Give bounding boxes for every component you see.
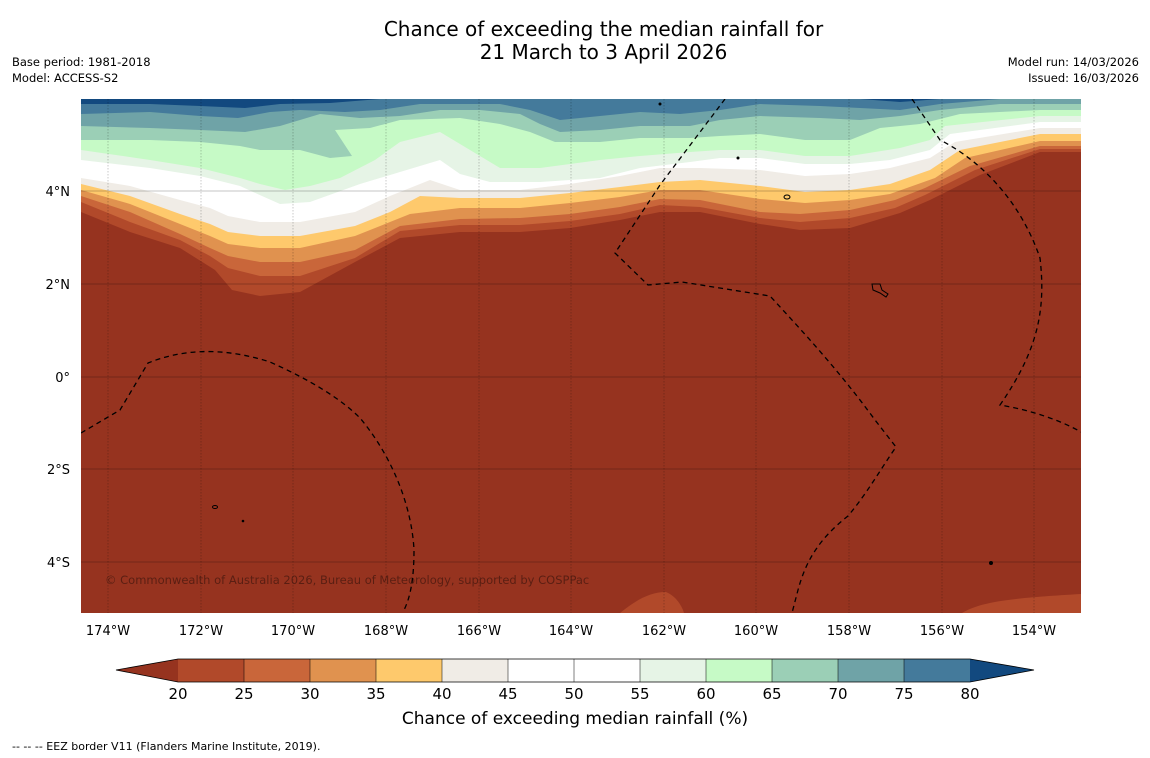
base-period-text: Base period: 1981-2018 [12,55,151,69]
colorbar-tick: 45 [498,685,517,703]
islands [212,102,993,565]
island-north [783,194,791,200]
lon-label: 160°W [734,624,778,639]
lon-label: 158°W [827,624,871,639]
colorbar-tick: 50 [564,685,583,703]
latitude-axis-labels: 4°N 2°N 0° 2°S 4°S [46,185,71,571]
colorbar-dividers [243,659,905,682]
island-east [871,283,889,298]
lon-label: 162°W [642,624,686,639]
lon-label: 174°W [86,624,130,639]
colorbar-outline [115,658,1035,683]
colorbar-tick: 80 [960,685,979,703]
meta-right: Model run: 14/03/2026 Issued: 16/03/2026 [1008,54,1139,86]
colorbar-tick: 60 [696,685,715,703]
colorbar-swatch [904,659,970,682]
colorbar-tick: 35 [366,685,385,703]
eez-border-west [81,350,415,611]
model-run-text: Model run: 14/03/2026 [1007,55,1139,69]
colorbar-tick: 75 [894,685,913,703]
colorbar-tick: 65 [762,685,781,703]
colorbar-extend-low [116,659,178,682]
colorbar-tick: 40 [432,685,451,703]
island-dot-2 [989,561,993,565]
lon-label: 172°W [179,624,223,639]
lon-label: 156°W [920,624,964,639]
lon-label: 170°W [271,624,315,639]
lat-label: 2°S [47,463,70,478]
lat-label: 0° [55,371,70,386]
map-title: Chance of exceeding the median rainfall … [0,18,1150,64]
title-line-1: Chance of exceeding the median rainfall … [383,17,824,41]
lon-label: 168°W [364,624,408,639]
lon-label: 154°W [1012,624,1056,639]
colorbar-swatch [838,659,904,682]
colorbar: 20 25 30 35 40 45 50 55 60 65 70 75 80 [115,658,1035,703]
rainfall-contours [81,99,1081,613]
longitude-axis-labels: 174°W 172°W 170°W 168°W 166°W 164°W 162°… [86,624,1056,639]
meta-left: Base period: 1981-2018 Model: ACCESS-S2 [12,54,151,86]
eez-footnote: -- -- -- EEZ border V11 (Flanders Marine… [12,740,321,753]
colorbar-title: Chance of exceeding median rainfall (%) [401,709,749,729]
colorbar-swatch [442,659,508,682]
colorbar-swatch [706,659,772,682]
lat-label: 4°S [47,556,70,571]
model-text: Model: ACCESS-S2 [12,71,119,85]
colorbar-swatch [508,659,574,682]
colorbar-swatch [244,659,310,682]
island-dot-1 [241,519,245,523]
band-max [81,99,1081,108]
colorbar-tick: 55 [630,685,649,703]
island-dot-4 [658,102,662,106]
colorbar-swatch [376,659,442,682]
title-line-2: 21 March to 3 April 2026 [479,40,728,64]
colorbar-swatch [640,659,706,682]
colorbar-extend-high [970,659,1034,682]
colorbar-tick: 70 [828,685,847,703]
colorbar-tick: 20 [168,685,187,703]
lon-label: 164°W [549,624,593,639]
colorbar-swatch [772,659,838,682]
colorbar-swatch [178,659,244,682]
island-west [212,505,218,509]
colorbar-swatch [310,659,376,682]
lat-label: 4°N [46,185,71,200]
eez-borders [81,99,1081,613]
latitude-gridlines [81,190,1081,563]
issued-text: Issued: 16/03/2026 [1028,71,1139,85]
southern-patch-east [962,594,1081,613]
colorbar-tick: 25 [234,685,253,703]
colorbar-ticks: 20 25 30 35 40 45 50 55 60 65 70 75 80 [168,685,979,703]
copyright-text: © Commonwealth of Australia 2026, Bureau… [105,573,589,587]
colorbar-tick: 30 [300,685,319,703]
lon-label: 166°W [457,624,501,639]
eez-border-east [911,99,1081,433]
colorbar-swatch [574,659,640,682]
band-80 [81,99,1081,120]
island-dot-3 [736,156,740,160]
eez-border-central [614,99,897,613]
southern-patch-west [620,592,684,613]
lat-label: 2°N [46,278,71,293]
